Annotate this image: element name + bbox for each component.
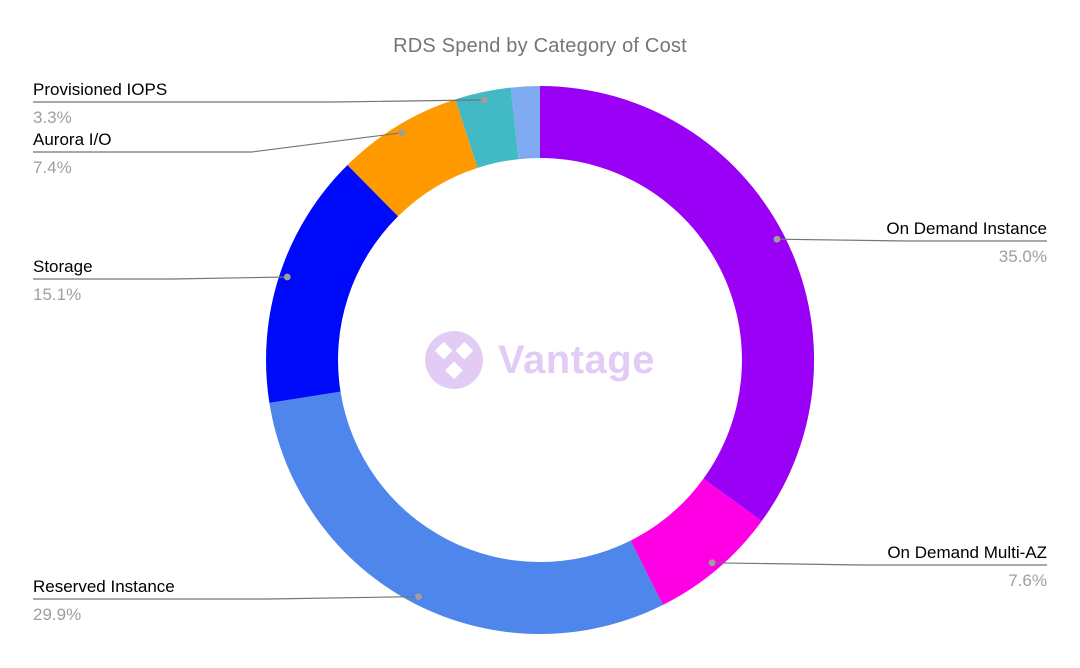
leader-line-aurora-i-o [33, 132, 402, 153]
leader-line-on-demand-instance [776, 238, 1047, 242]
leader-line-storage [33, 276, 288, 280]
slice-label-reserved-instance: Reserved Instance 29.9% [33, 576, 175, 625]
donut-slice-on-demand-instance[interactable] [540, 85, 815, 522]
slice-label-on-demand-instance: On Demand Instance 35.0% [886, 218, 1047, 267]
vantage-logo-icon [425, 331, 484, 389]
vantage-watermark: Vantage [425, 331, 655, 389]
leader-dot-on-demand-multi-az [708, 559, 716, 567]
slice-label-storage: Storage 15.1% [33, 256, 93, 305]
slice-name: On Demand Instance [886, 219, 1047, 238]
slice-percent: 15.1% [33, 285, 82, 304]
donut-slice-aurora-i-o[interactable] [347, 99, 478, 217]
slice-name: Provisioned IOPS [33, 80, 168, 99]
slice-percent: 7.6% [1008, 571, 1047, 590]
slice-name: On Demand Multi-AZ [887, 543, 1047, 562]
slice-label-aurora-i-o: Aurora I/O 7.4% [33, 129, 111, 178]
leader-line-reserved-instance [33, 596, 419, 600]
leader-dot-aurora-i-o [398, 129, 406, 137]
donut-slice-storage[interactable] [266, 165, 399, 403]
slice-label-provisioned-iops: Provisioned IOPS 3.3% [33, 79, 167, 128]
donut-slice-on-demand-multi-az[interactable] [630, 478, 762, 605]
donut-slice-provisioned-iops[interactable] [455, 87, 519, 168]
slice-percent: 35.0% [998, 247, 1047, 266]
leader-line-provisioned-iops [33, 99, 485, 103]
slice-name: Reserved Instance [33, 577, 175, 596]
slice-percent: 3.3% [33, 108, 72, 127]
slice-percent: 7.4% [33, 158, 72, 177]
slice-label-on-demand-multi-az: On Demand Multi-AZ 7.6% [887, 542, 1047, 591]
leader-dot-storage [283, 273, 291, 281]
vantage-brand-text: Vantage [498, 337, 655, 382]
slice-percent: 29.9% [33, 605, 82, 624]
leader-dot-reserved-instance [415, 593, 422, 600]
slice-name: Aurora I/O [33, 130, 112, 149]
chart-title: RDS Spend by Category of Cost [393, 35, 687, 57]
leader-line-on-demand-multi-az [712, 562, 1047, 566]
donut-slice-other[interactable] [510, 86, 540, 160]
leader-dot-on-demand-instance [773, 235, 781, 243]
donut-slice-reserved-instance[interactable] [269, 391, 663, 634]
slice-name: Storage [33, 257, 93, 276]
leader-dot-provisioned-iops [481, 96, 488, 104]
